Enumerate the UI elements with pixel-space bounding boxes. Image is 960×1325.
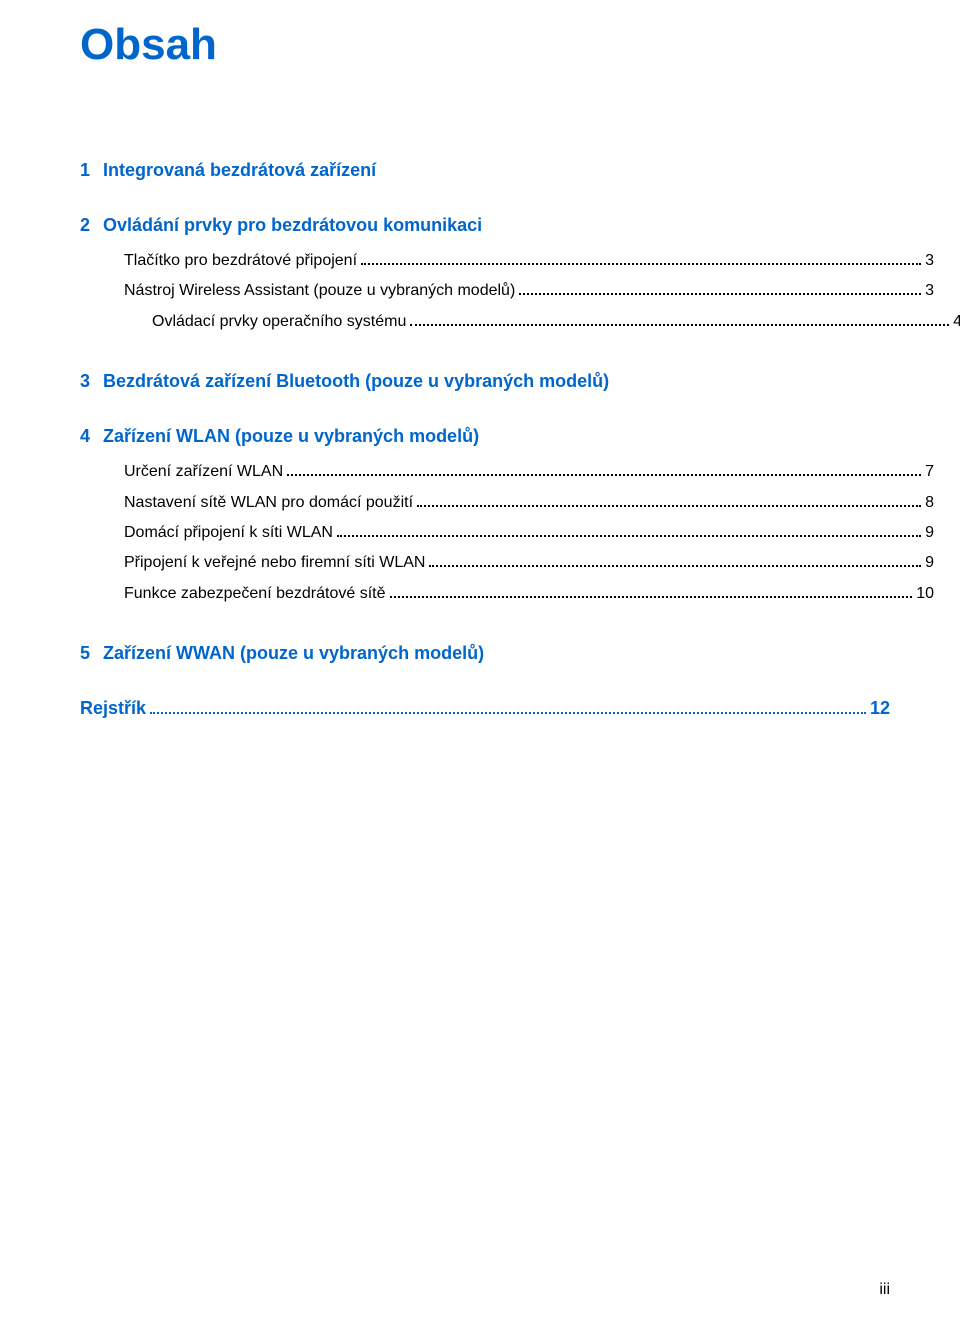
entry-page: 10: [916, 579, 934, 609]
entry-page: 7: [925, 457, 934, 487]
dot-leader: [417, 505, 921, 507]
entry-label: Připojení k veřejné nebo firemní síti WL…: [124, 548, 425, 578]
chapter-heading: 4 Zařízení WLAN (pouze u vybraných model…: [80, 426, 890, 447]
entry-page: 3: [925, 246, 934, 276]
chapter-number: 3: [80, 371, 90, 391]
chapter-title: Integrovaná bezdrátová zařízení: [103, 160, 376, 180]
entry-page: 8: [925, 488, 934, 518]
chapter-number: 1: [80, 160, 90, 180]
index-heading: Rejstřík 12: [80, 698, 890, 719]
entry-page: 3: [925, 276, 934, 306]
dot-leader: [429, 565, 921, 567]
chapter-number: 2: [80, 215, 90, 235]
toc-entry: Nástroj Wireless Assistant (pouze u vybr…: [80, 276, 934, 306]
entry-label: Určení zařízení WLAN: [124, 457, 283, 487]
toc-entry: Určení zařízení WLAN 7: [80, 457, 934, 487]
toc-entry: Funkce zabezpečení bezdrátové sítě 10: [80, 579, 934, 609]
page-number-footer: iii: [879, 1281, 890, 1299]
entry-label: Nastavení sítě WLAN pro domácí použití: [124, 488, 413, 518]
entry-label: Ovládací prvky operačního systému: [152, 307, 406, 337]
index-page: 12: [870, 698, 890, 719]
dot-leader: [410, 324, 949, 326]
chapter-title: Bezdrátová zařízení Bluetooth (pouze u v…: [103, 371, 609, 391]
chapter-number: 5: [80, 643, 90, 663]
dot-leader: [337, 535, 921, 537]
toc-entry: Domácí připojení k síti WLAN 9: [80, 518, 934, 548]
entry-page: 9: [925, 548, 934, 578]
chapter-title: Zařízení WLAN (pouze u vybraných modelů): [103, 426, 479, 446]
chapter-heading: 3 Bezdrátová zařízení Bluetooth (pouze u…: [80, 371, 890, 392]
entry-page: 9: [925, 518, 934, 548]
entry-page: 4: [953, 307, 960, 337]
entry-label: Nástroj Wireless Assistant (pouze u vybr…: [124, 276, 515, 306]
toc-entry: Připojení k veřejné nebo firemní síti WL…: [80, 548, 934, 578]
page-title: Obsah: [80, 20, 890, 70]
dot-leader: [361, 263, 921, 265]
chapter-title: Ovládání prvky pro bezdrátovou komunikac…: [103, 215, 482, 235]
dot-leader: [519, 293, 921, 295]
toc-entry: Ovládací prvky operačního systému 4: [80, 307, 960, 337]
dot-leader: [390, 596, 913, 598]
toc-entry: Nastavení sítě WLAN pro domácí použití 8: [80, 488, 934, 518]
toc-entry: Tlačítko pro bezdrátové připojení 3: [80, 246, 934, 276]
chapter-title: Zařízení WWAN (pouze u vybraných modelů): [103, 643, 484, 663]
chapter-heading: 1 Integrovaná bezdrátová zařízení: [80, 160, 890, 181]
entry-label: Funkce zabezpečení bezdrátové sítě: [124, 579, 386, 609]
chapter-heading: 2 Ovládání prvky pro bezdrátovou komunik…: [80, 215, 890, 236]
dot-leader: [150, 712, 866, 714]
chapter-heading: 5 Zařízení WWAN (pouze u vybraných model…: [80, 643, 890, 664]
chapter-number: 4: [80, 426, 90, 446]
index-title: Rejstřík: [80, 698, 146, 719]
dot-leader: [287, 474, 921, 476]
toc-page: Obsah 1 Integrovaná bezdrátová zařízení …: [0, 0, 960, 1325]
entry-label: Tlačítko pro bezdrátové připojení: [124, 246, 357, 276]
entry-label: Domácí připojení k síti WLAN: [124, 518, 333, 548]
